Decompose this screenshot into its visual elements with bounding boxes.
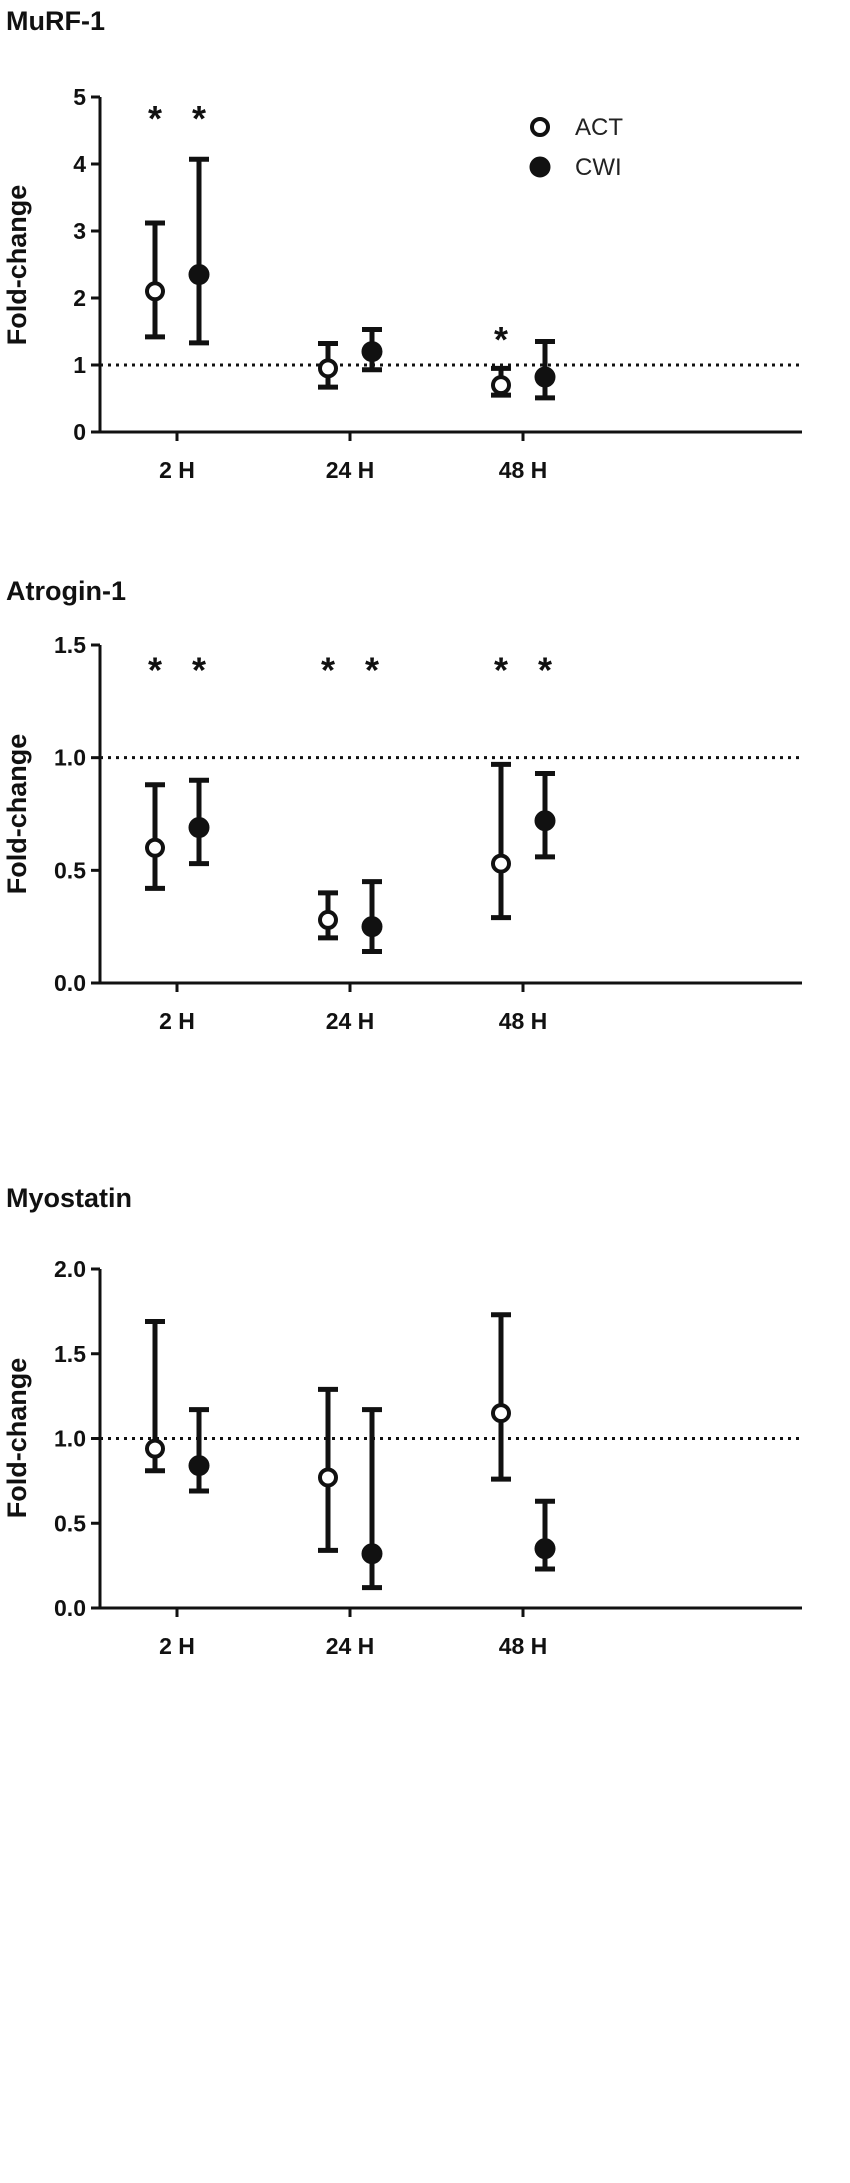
legend-marker-open xyxy=(530,117,550,137)
x-tick-label: 48 H xyxy=(499,457,548,483)
significance-asterisk: * xyxy=(148,98,162,139)
data-point-act xyxy=(491,853,511,874)
y-tick-label: 4 xyxy=(73,151,86,177)
x-tick-label: 48 H xyxy=(499,1008,548,1034)
error-bar xyxy=(491,1312,511,1482)
data-point-cwi xyxy=(361,1543,383,1565)
data-point-act xyxy=(318,358,338,379)
panel-myostatin: Myostatin Fold-change 0.0 0.5 1.0 1.5 2.0 2 H 24… xyxy=(2,1183,802,1659)
y-tick-label: 0.5 xyxy=(54,857,86,883)
significance-asterisk: * xyxy=(365,650,379,691)
data-point-cwi xyxy=(361,916,383,938)
x-tick-label: 2 H xyxy=(159,457,195,483)
y-axis-label: Fold-change xyxy=(2,185,32,346)
legend-label: CWI xyxy=(575,154,622,181)
error-bar xyxy=(189,156,209,346)
y-tick-label: 1.0 xyxy=(54,1426,86,1452)
data-point-cwi xyxy=(534,366,556,388)
data-point-act xyxy=(318,1467,338,1488)
error-bar xyxy=(189,1407,209,1494)
data-point-cwi xyxy=(534,1538,556,1560)
y-tick-label: 1.5 xyxy=(54,1341,86,1367)
panel-murf-1: MuRF-1 Fold-change 0 1 2 3 4 5 2 H 24 H 48 H * * * ACT… xyxy=(2,6,802,483)
significance-asterisk: * xyxy=(192,650,206,691)
y-tick-label: 3 xyxy=(73,218,86,244)
data-point-act xyxy=(318,909,338,930)
panel-title: Myostatin xyxy=(6,1183,132,1213)
y-tick-label: 1.0 xyxy=(54,745,86,771)
y-tick-label: 1 xyxy=(73,352,86,378)
y-tick-label: 0.0 xyxy=(54,1595,86,1621)
y-tick-label: 0.5 xyxy=(54,1510,86,1536)
x-tick-label: 24 H xyxy=(326,457,375,483)
x-tick-label: 2 H xyxy=(159,1008,195,1034)
y-tick-label: 2.0 xyxy=(54,1256,86,1282)
y-axis-label: Fold-change xyxy=(2,1358,32,1519)
y-tick-label: 0.0 xyxy=(54,970,86,996)
data-point-act xyxy=(491,1403,511,1424)
error-bar xyxy=(145,220,165,340)
x-tick-label: 48 H xyxy=(499,1633,548,1659)
data-point-cwi xyxy=(188,1455,210,1477)
x-tick-label: 24 H xyxy=(326,1633,375,1659)
legend-label: ACT xyxy=(575,114,623,141)
significance-asterisk: * xyxy=(321,650,335,691)
y-tick-label: 2 xyxy=(73,285,86,311)
panel-title: MuRF-1 xyxy=(6,6,105,36)
significance-asterisk: * xyxy=(148,650,162,691)
legend-marker-filled xyxy=(529,156,551,178)
significance-asterisk: * xyxy=(538,650,552,691)
y-axis-label: Fold-change xyxy=(2,734,32,895)
data-point-cwi xyxy=(188,817,210,839)
panel-title: Atrogin-1 xyxy=(6,576,126,606)
y-tick-label: 5 xyxy=(73,84,86,110)
legend: ACT CWI xyxy=(529,114,623,181)
significance-asterisk: * xyxy=(192,98,206,139)
error-bar xyxy=(491,761,511,921)
y-tick-label: 0 xyxy=(73,419,86,445)
data-point-cwi xyxy=(534,810,556,832)
data-point-act xyxy=(491,375,511,396)
data-point-act xyxy=(145,281,165,302)
x-tick-label: 2 H xyxy=(159,1633,195,1659)
error-bar xyxy=(145,782,165,891)
data-point-cwi xyxy=(361,341,383,363)
significance-asterisk: * xyxy=(494,650,508,691)
y-tick-label: 1.5 xyxy=(54,632,86,658)
panel-atrogin-1: Atrogin-1 Fold-change 0.0 0.5 1.0 1.5 2 H 24 H 4… xyxy=(2,576,802,1034)
data-point-act xyxy=(145,837,165,858)
x-tick-label: 24 H xyxy=(326,1008,375,1034)
data-point-act xyxy=(145,1438,165,1459)
significance-asterisk: * xyxy=(494,319,508,360)
data-point-cwi xyxy=(188,264,210,286)
